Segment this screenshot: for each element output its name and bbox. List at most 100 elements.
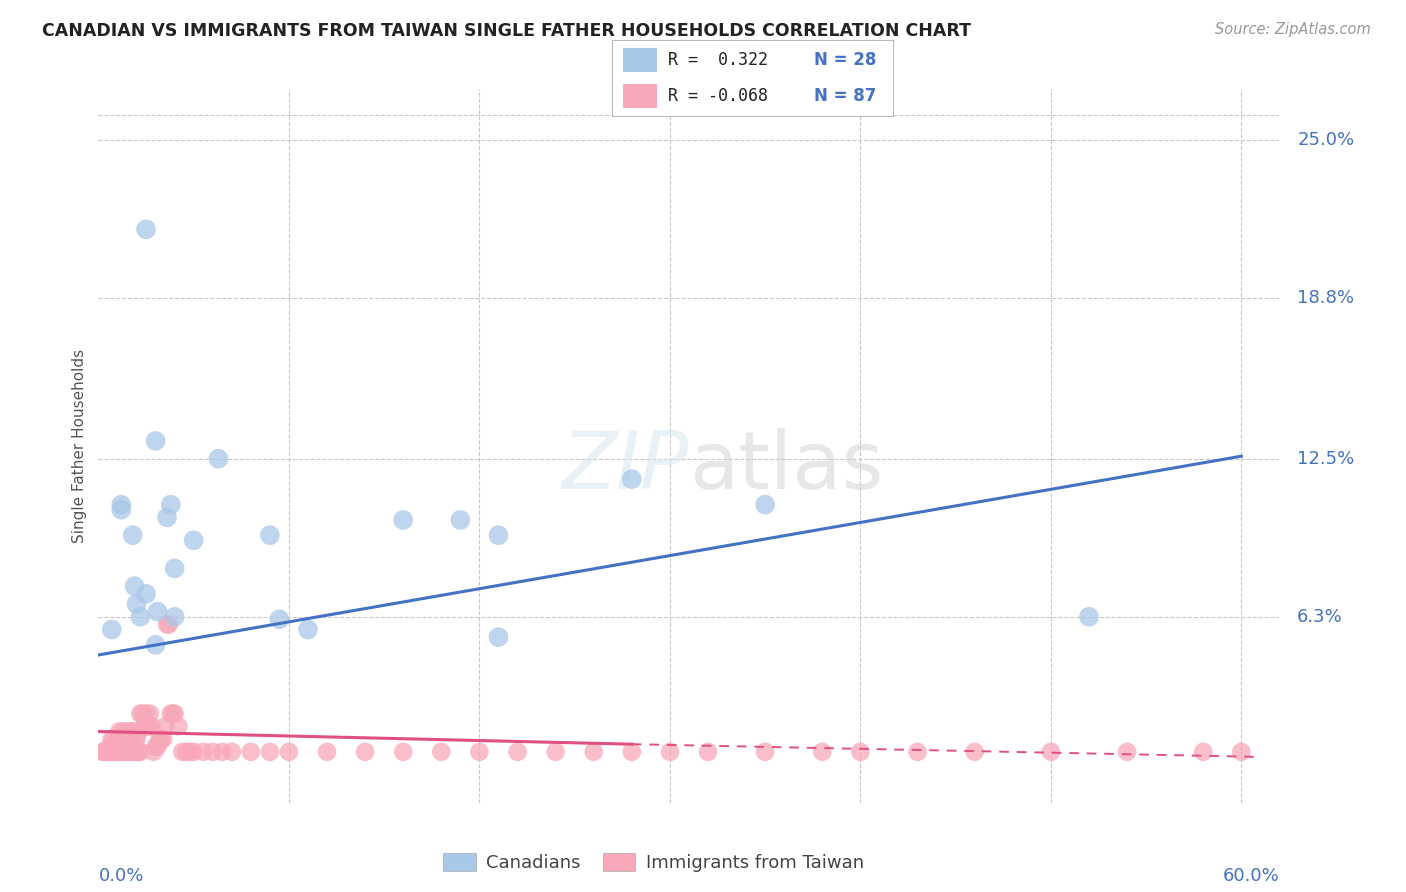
Point (110, 745, 132, 759)
Point (145, 434, 167, 448)
Point (146, 605, 169, 619)
Point (163, 706, 186, 721)
Text: 60.0%: 60.0% (1223, 866, 1279, 885)
Point (211, 745, 233, 759)
Text: CANADIAN VS IMMIGRANTS FROM TAIWAN SINGLE FATHER HOUSEHOLDS CORRELATION CHART: CANADIAN VS IMMIGRANTS FROM TAIWAN SINGL… (42, 22, 972, 40)
Point (103, 732, 125, 747)
Point (658, 745, 681, 759)
Point (110, 498, 132, 512)
Point (1116, 745, 1139, 759)
Point (544, 745, 567, 759)
Point (162, 706, 184, 721)
Point (129, 745, 152, 759)
Point (156, 510, 179, 524)
Point (468, 745, 491, 759)
Point (114, 732, 136, 747)
Point (1078, 609, 1101, 624)
Point (620, 745, 643, 759)
Point (354, 745, 377, 759)
Point (124, 579, 146, 593)
Point (163, 609, 186, 624)
Point (135, 706, 157, 721)
Point (449, 513, 471, 527)
Point (963, 745, 986, 759)
Point (145, 638, 167, 652)
Point (907, 745, 929, 759)
Point (221, 745, 243, 759)
Text: Source: ZipAtlas.com: Source: ZipAtlas.com (1215, 22, 1371, 37)
Legend: Canadians, Immigrants from Taiwan: Canadians, Immigrants from Taiwan (436, 847, 872, 880)
Point (156, 617, 179, 632)
Point (136, 719, 159, 733)
Point (129, 706, 152, 721)
Point (849, 745, 872, 759)
Point (103, 745, 125, 759)
Text: 12.5%: 12.5% (1298, 450, 1354, 467)
Point (145, 739, 167, 754)
Point (159, 706, 181, 721)
Bar (623, 84, 657, 109)
Point (1230, 745, 1253, 759)
Point (125, 732, 148, 747)
Point (120, 724, 142, 739)
Point (183, 533, 205, 548)
Point (754, 745, 776, 759)
Point (108, 724, 131, 739)
Point (811, 745, 834, 759)
Point (134, 719, 156, 733)
Point (193, 745, 215, 759)
Point (139, 706, 162, 721)
Point (697, 745, 720, 759)
Point (135, 222, 157, 236)
Point (100, 745, 122, 759)
Point (115, 724, 138, 739)
Point (167, 719, 190, 733)
Text: N = 87: N = 87 (814, 87, 876, 105)
Point (430, 745, 453, 759)
Point (125, 597, 148, 611)
Text: R =  0.322: R = 0.322 (668, 51, 768, 69)
Point (153, 719, 176, 733)
Point (141, 719, 163, 733)
Point (124, 745, 146, 759)
Point (754, 498, 776, 512)
Point (488, 528, 510, 542)
Point (179, 745, 201, 759)
Point (112, 745, 135, 759)
Point (121, 528, 143, 542)
Point (121, 724, 143, 739)
Point (297, 623, 319, 637)
Point (159, 498, 181, 512)
Point (107, 745, 129, 759)
Point (97, 745, 120, 759)
Text: 18.8%: 18.8% (1298, 289, 1354, 307)
Text: R = -0.068: R = -0.068 (668, 87, 768, 105)
Point (316, 745, 339, 759)
Point (129, 609, 152, 624)
Point (121, 745, 143, 759)
Point (163, 561, 186, 575)
Point (269, 612, 291, 626)
Point (112, 724, 135, 739)
Point (104, 745, 127, 759)
Point (127, 724, 149, 739)
Point (91, 745, 114, 759)
Point (146, 739, 169, 754)
Text: 0.0%: 0.0% (98, 866, 143, 885)
Point (114, 745, 136, 759)
Point (127, 745, 149, 759)
Point (277, 745, 299, 759)
Point (120, 745, 142, 759)
Point (620, 472, 643, 486)
Point (201, 745, 224, 759)
Point (135, 719, 157, 733)
Point (157, 617, 180, 632)
Text: N = 28: N = 28 (814, 51, 876, 69)
Point (110, 732, 132, 747)
Point (108, 739, 131, 754)
Text: ZIP: ZIP (561, 428, 689, 507)
Point (582, 745, 605, 759)
Bar (623, 47, 657, 72)
Point (98, 739, 121, 754)
Point (135, 587, 157, 601)
